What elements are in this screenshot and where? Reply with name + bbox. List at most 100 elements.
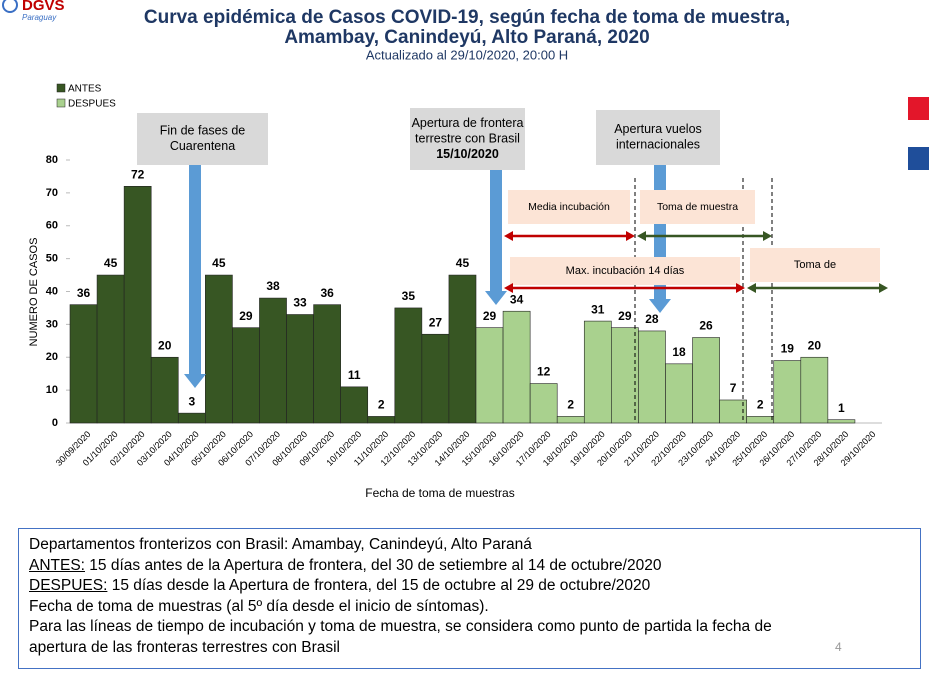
data-label: 34 (510, 292, 524, 306)
data-label: 20 (158, 338, 172, 352)
chart-subtitle: Actualizado al 29/10/2020, 20:00 H (366, 47, 568, 62)
data-label: 33 (293, 296, 307, 310)
y-tick-label: 30 (46, 318, 58, 330)
bar (177, 412, 206, 424)
arrow-head (879, 283, 888, 293)
legend-swatch (56, 83, 66, 93)
logo-icon (2, 0, 18, 13)
data-label: 20 (808, 338, 822, 352)
legend-swatch (56, 98, 66, 108)
annotation-box (596, 110, 720, 165)
bar (773, 360, 802, 424)
note-text: 15 días desde la Apertura de frontera, d… (107, 577, 651, 594)
data-label: 36 (77, 286, 91, 300)
annotation-text: Apertura vuelos (614, 122, 702, 136)
data-label: 18 (672, 345, 686, 359)
data-label: 38 (266, 279, 280, 293)
bar (96, 274, 125, 424)
arrow (189, 165, 201, 374)
decor-blue (908, 147, 929, 170)
annotation-box (508, 190, 630, 224)
decor-red (908, 97, 929, 120)
arrow-head (504, 231, 513, 241)
bar (556, 416, 585, 424)
bar (611, 327, 639, 424)
bar (665, 363, 693, 424)
data-label: 31 (591, 302, 605, 316)
annotation-text: Media incubación (528, 201, 610, 213)
data-label: 29 (239, 309, 253, 323)
logo: DGVS (22, 0, 65, 14)
data-label: 36 (320, 286, 334, 300)
annotation-box (510, 257, 740, 285)
annotation-text: Fin de fases de (160, 124, 246, 138)
note-text: Fecha de toma de muestras (al 5º día des… (29, 597, 489, 615)
bar (150, 356, 179, 424)
bar (421, 333, 450, 424)
y-tick-label: 0 (52, 417, 58, 429)
bar (69, 304, 98, 424)
arrow-head (736, 283, 745, 293)
annotation-box (410, 108, 525, 170)
note-line: ANTES: 15 días antes de la Apertura de f… (29, 556, 910, 577)
annotation-text: terrestre con Brasil (415, 131, 520, 145)
data-label: 2 (757, 398, 764, 412)
data-label: 45 (456, 256, 470, 270)
bar (475, 327, 504, 424)
arrow-head (649, 299, 671, 313)
data-label: 11 (348, 368, 361, 382)
data-label: 3 (188, 394, 195, 408)
y-tick-label: 50 (46, 253, 58, 265)
bar (529, 383, 558, 424)
annotation-text: Cuarentena (170, 139, 235, 153)
data-label: 1 (838, 401, 845, 415)
note-text: 15 días antes de la Apertura de frontera… (84, 556, 662, 574)
data-label: 72 (131, 167, 145, 181)
bar (367, 416, 396, 424)
bar (448, 274, 477, 424)
data-label: 35 (402, 289, 416, 303)
arrow-head (184, 374, 206, 388)
annotation-box (137, 113, 268, 165)
note-line: Fecha de toma de muestras (al 5º día des… (29, 597, 910, 618)
note-line: DESPUES: 15 días desde la Apertura de fr… (29, 576, 910, 597)
data-label: 29 (618, 309, 632, 323)
data-label: 2 (567, 398, 574, 412)
legend-label: ANTES (68, 84, 102, 95)
data-label: 29 (483, 309, 497, 323)
note-label: ANTES: (29, 556, 85, 574)
annotation-date: 15/10/2020 (436, 147, 499, 161)
bar (340, 386, 369, 424)
legend-label: DESPUES (68, 99, 116, 110)
arrow (490, 170, 502, 291)
data-label: 45 (212, 256, 226, 270)
y-tick-label: 20 (46, 351, 58, 363)
arrow-head (747, 283, 756, 293)
note-line: apertura de las fronteras terrestres con… (29, 638, 910, 659)
annotation-box (640, 190, 755, 224)
note-label: DESPUES: (29, 577, 108, 594)
arrow-head (626, 231, 635, 241)
bar (123, 186, 152, 424)
chart-title: Amambay, Canindeyú, Alto Paraná, 2020 (284, 27, 649, 48)
y-tick-label: 60 (46, 220, 58, 232)
bar (205, 274, 233, 424)
arrow-head (485, 291, 507, 305)
arrow-head (637, 231, 646, 241)
arrow-head (763, 231, 772, 241)
data-label: 19 (781, 342, 795, 356)
bar (286, 314, 314, 424)
bar (583, 320, 612, 424)
x-axis-label: Fecha de toma de muestras (365, 486, 514, 500)
annotation-text: internacionales (616, 138, 700, 152)
logo-sub: Paraguay (22, 13, 57, 22)
bar (232, 327, 260, 424)
bar (313, 304, 341, 424)
y-tick-label: 40 (46, 285, 58, 297)
annotation-text: Toma de muestra (657, 201, 738, 213)
note-line: Departamentos fronterizos con Brasil: Am… (29, 535, 910, 556)
data-label: 27 (429, 315, 443, 329)
bar (800, 356, 829, 424)
page-number: 4 (835, 640, 842, 654)
